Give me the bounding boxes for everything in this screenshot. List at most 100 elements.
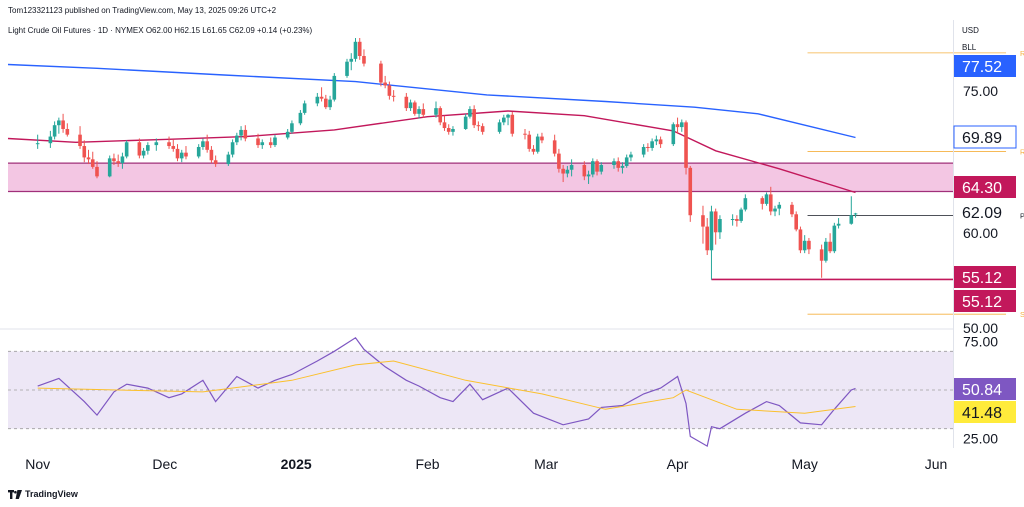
candle-body: [268, 142, 273, 146]
candle-body: [362, 56, 366, 64]
candle-body: [828, 241, 832, 252]
candle-body: [175, 148, 180, 159]
candle-body: [743, 198, 748, 210]
candle-body: [95, 166, 99, 177]
price-tag: [953, 125, 1017, 149]
candle-body: [107, 158, 112, 177]
candle-body: [735, 219, 739, 221]
candle-body: [273, 137, 277, 146]
candle-body: [595, 161, 599, 172]
candle-body: [78, 134, 82, 147]
candle-body: [718, 219, 722, 233]
candle-body: [379, 63, 383, 83]
x-tick-label: Feb: [415, 456, 439, 472]
price-tag-label: 62.09: [962, 205, 1002, 222]
candle-body: [82, 146, 87, 158]
candle-body: [349, 58, 354, 62]
candle-body: [612, 161, 616, 165]
candle-body: [497, 122, 502, 132]
candle-body: [624, 157, 629, 166]
candle-body: [137, 142, 142, 156]
moving-average-line: [7, 63, 856, 139]
price-tag-label: 64.30: [962, 180, 1002, 197]
price-pane: R2 (79.03) R1 (68.62) P (61.87) S1 (51.46): [7, 38, 1024, 319]
candle-body: [154, 142, 159, 146]
candle-body: [535, 136, 540, 152]
candle-body: [442, 122, 447, 129]
brand-name: TradingView: [25, 489, 78, 499]
tradingview-brand[interactable]: TradingView: [8, 489, 78, 499]
candle-body: [205, 141, 209, 150]
x-tick-label: May: [791, 456, 817, 472]
candle-body: [586, 174, 591, 177]
candle-body: [230, 142, 235, 155]
candle-body: [438, 108, 443, 123]
price-tag: [954, 55, 1016, 77]
candle-body: [298, 112, 303, 124]
candle-body: [48, 136, 53, 144]
candle-body: [506, 114, 510, 118]
candle-body: [179, 152, 184, 159]
candle-body: [569, 164, 574, 170]
axes: 50.0060.0062.0975.0077.5269.8964.3062.09…: [0, 20, 1017, 472]
candle-body: [328, 99, 332, 108]
candle-body: [739, 209, 743, 221]
x-tick-label: Jun: [925, 456, 948, 472]
pivot-label: P (61.87): [1020, 212, 1024, 221]
candle-body: [688, 167, 693, 216]
candle-body: [332, 75, 337, 100]
rsi-pane: [8, 336, 953, 448]
price-tick-label: 50.00: [963, 320, 998, 336]
candle-body: [824, 241, 828, 261]
candle-body: [650, 141, 654, 148]
candle-body: [319, 96, 324, 99]
candle-body: [713, 211, 718, 233]
candle-body: [599, 164, 604, 172]
candle-body: [421, 109, 426, 115]
currency-label[interactable]: USD: [962, 26, 979, 35]
candle-body: [86, 157, 91, 160]
rsi-tag-label: 50.84: [962, 382, 1002, 399]
candle-body: [679, 122, 684, 128]
candle-body: [705, 226, 710, 251]
price-tag-label: 77.52: [962, 59, 1002, 76]
candle-body: [849, 215, 854, 224]
candle-body: [701, 215, 705, 227]
price-tick-label: 75.00: [963, 83, 998, 99]
publish-info: Tom123321123 published on TradingView.co…: [8, 6, 277, 15]
rsi-line: [37, 336, 856, 448]
candle-body: [196, 146, 201, 157]
candle-body: [646, 146, 650, 148]
candle-body: [510, 114, 515, 134]
candle-body: [777, 204, 782, 209]
pivot-label: R1 (68.62): [1020, 148, 1024, 157]
candle-body: [357, 41, 362, 57]
price-tag-label: 55.12: [962, 294, 1002, 311]
candle-body: [472, 109, 476, 126]
candle-body: [201, 141, 205, 147]
candle-body: [463, 116, 468, 129]
candle-body: [527, 134, 532, 149]
price-tick-label: 60.00: [963, 225, 998, 241]
rsi-ma-line: [37, 360, 856, 414]
pivot-label: R2 (79.03): [1020, 49, 1024, 58]
candle-body: [480, 126, 485, 132]
candle-body: [658, 139, 663, 145]
x-tick-label: 2025: [281, 456, 312, 472]
candle-body: [629, 154, 633, 158]
candle-body: [302, 103, 307, 113]
candle-body: [523, 133, 527, 135]
price-tag: [954, 266, 1016, 288]
unit-label[interactable]: BLL: [962, 43, 977, 52]
candle-body: [260, 142, 265, 146]
candle-body: [213, 160, 218, 165]
candle-body: [235, 135, 239, 143]
candle-body: [540, 136, 544, 141]
candle-body: [112, 158, 116, 162]
candle-body: [446, 128, 451, 132]
resistance-zone: [8, 163, 953, 192]
candle-body: [794, 214, 799, 230]
tradingview-logo-icon: [8, 489, 22, 499]
price-tag: [954, 201, 1016, 223]
